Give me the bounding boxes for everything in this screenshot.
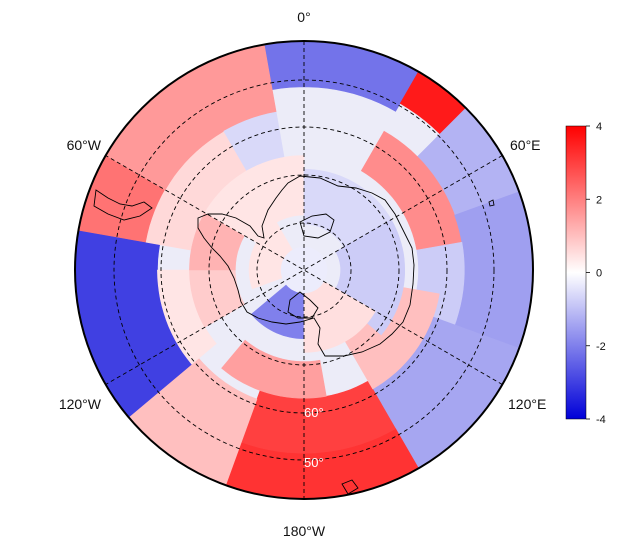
meridian-120e-60w xyxy=(105,155,503,385)
lon-label-60e: 60°E xyxy=(510,137,541,153)
colorbar-tick-label-3: -2 xyxy=(596,341,606,353)
colorbar-tick-label-0: 4 xyxy=(596,121,602,133)
colorbar-tick-label-4: -4 xyxy=(596,414,606,426)
map-border xyxy=(74,40,534,500)
lon-label-0: 0° xyxy=(297,9,310,25)
lat-label-60: 60° xyxy=(304,405,324,420)
colorbar-tick-label-2: 0 xyxy=(596,268,602,280)
map-area xyxy=(75,41,533,499)
colorbar: 4 2 0 -2 -4 xyxy=(565,121,606,426)
lon-label-180w: 180°W xyxy=(283,523,326,539)
lon-label-120w: 120°W xyxy=(59,396,102,412)
meridian-60e-120w xyxy=(105,155,503,385)
lat-circle-50s xyxy=(113,79,495,461)
graticule xyxy=(105,41,503,499)
lon-label-120e: 120°E xyxy=(508,396,546,412)
anomaly-cell-17 xyxy=(221,339,327,399)
colorbar-ticks: 4 2 0 -2 -4 xyxy=(586,121,606,426)
lat-label-50: 50° xyxy=(304,455,324,470)
anomaly-cells xyxy=(75,41,533,499)
lon-label-60w: 60°W xyxy=(67,137,102,153)
colorbar-tick-label-1: 2 xyxy=(596,194,602,206)
antarctica-coastline xyxy=(93,175,495,495)
colorbar-gradient xyxy=(565,125,587,420)
